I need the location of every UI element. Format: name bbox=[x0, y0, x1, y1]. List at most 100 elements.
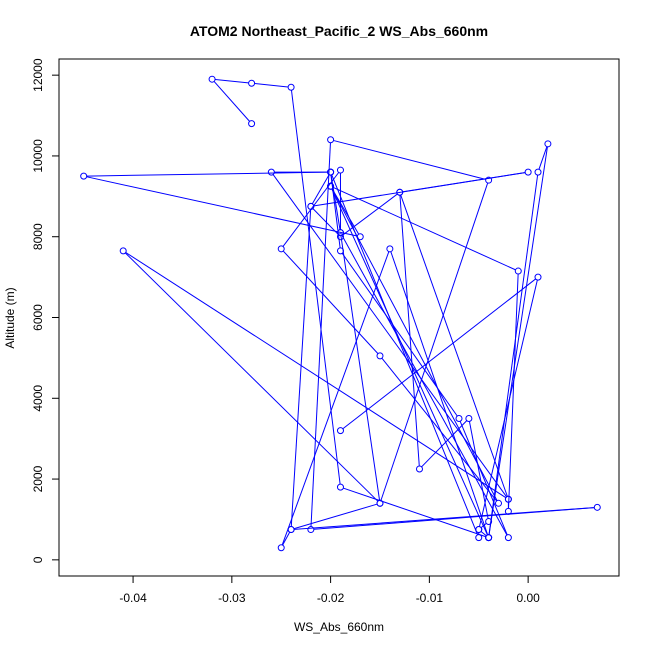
series-line-segment bbox=[400, 195, 508, 497]
series-line-segment bbox=[508, 274, 519, 509]
data-point bbox=[396, 188, 404, 196]
x-axis-label: WS_Abs_660nm bbox=[294, 620, 384, 634]
series-line-segment bbox=[312, 208, 339, 235]
data-point bbox=[514, 267, 522, 275]
series-line-segment bbox=[488, 175, 539, 535]
series-line-segment bbox=[281, 251, 390, 545]
data-point bbox=[277, 544, 285, 552]
series-line-segment bbox=[331, 188, 488, 535]
data-point bbox=[504, 507, 512, 515]
series-line-segment bbox=[125, 252, 506, 498]
series-line-segment bbox=[290, 209, 312, 527]
series-line-segment bbox=[333, 140, 486, 180]
data-point bbox=[248, 79, 256, 87]
series-line-segment bbox=[343, 487, 486, 538]
series-line-segment bbox=[294, 503, 378, 530]
x-tick-label: -0.02 bbox=[317, 591, 345, 605]
series-line-segment bbox=[272, 174, 507, 497]
data-point bbox=[327, 182, 335, 190]
y-tick-label: 6000 bbox=[31, 304, 45, 331]
series-line-segment bbox=[254, 83, 288, 88]
data-point bbox=[267, 168, 275, 176]
data-point bbox=[544, 140, 552, 148]
series-line-segment bbox=[459, 421, 508, 535]
data-point bbox=[336, 247, 344, 255]
data-point bbox=[593, 503, 601, 511]
data-point bbox=[208, 75, 216, 83]
data-point bbox=[455, 414, 463, 422]
series-line-segment bbox=[283, 250, 379, 354]
data-point bbox=[534, 168, 542, 176]
axis-layer: -0.04 -0.03 -0.02 -0.01 0.00 0 2000 4000 6000 800… bbox=[31, 58, 540, 605]
x-tick-label: 0.00 bbox=[516, 591, 540, 605]
y-tick-label: 8000 bbox=[31, 223, 45, 250]
data-point bbox=[248, 120, 256, 128]
data-point bbox=[386, 245, 394, 253]
series-line-segment bbox=[86, 176, 358, 237]
series-line-segment bbox=[215, 79, 249, 84]
series-line-segment bbox=[333, 187, 516, 271]
data-point bbox=[485, 534, 493, 542]
data-point bbox=[356, 233, 364, 241]
data-point bbox=[376, 499, 384, 507]
series-line-segment bbox=[538, 146, 548, 170]
series-line-segment bbox=[478, 280, 538, 527]
series-line-segment bbox=[402, 172, 526, 193]
series-line-segment bbox=[290, 90, 341, 485]
series-line-segment bbox=[331, 174, 479, 535]
data-point bbox=[336, 427, 344, 435]
series-line-segment bbox=[330, 175, 341, 248]
data-point bbox=[336, 483, 344, 491]
data-point bbox=[475, 534, 483, 542]
series-line-segment bbox=[488, 146, 548, 535]
series-line-segment bbox=[331, 188, 498, 501]
series-line-segment bbox=[282, 532, 291, 546]
series-line-segment bbox=[342, 193, 398, 236]
data-point bbox=[307, 526, 315, 534]
series-line-segment bbox=[310, 142, 331, 527]
data-point bbox=[307, 202, 315, 210]
data-point bbox=[287, 526, 295, 534]
data-point bbox=[327, 136, 335, 144]
x-tick-label: -0.01 bbox=[416, 591, 444, 605]
data-point bbox=[504, 534, 512, 542]
data-point bbox=[495, 499, 503, 507]
data-point bbox=[376, 352, 384, 360]
series-line-segment bbox=[86, 171, 328, 177]
data-point bbox=[415, 465, 423, 473]
data-point bbox=[504, 495, 512, 503]
y-tick-label: 10000 bbox=[31, 139, 45, 173]
y-tick-label: 12000 bbox=[31, 58, 45, 92]
y-axis-label: Altitude (m) bbox=[3, 287, 17, 348]
series-line-segment bbox=[314, 507, 595, 530]
data-point bbox=[287, 83, 295, 91]
data-point bbox=[119, 247, 127, 255]
series-line-segment bbox=[125, 252, 379, 502]
x-tick-label: -0.03 bbox=[218, 591, 246, 605]
series-line-segment bbox=[480, 531, 487, 536]
data-point bbox=[80, 172, 88, 180]
chart-title: ATOM2 Northeast_Pacific_2 WS_Abs_660nm bbox=[190, 23, 488, 39]
data-point bbox=[485, 176, 493, 184]
series-line-segment bbox=[341, 235, 508, 536]
series-line-segment bbox=[381, 358, 497, 502]
data-point bbox=[336, 166, 344, 174]
data-point bbox=[524, 168, 532, 176]
series-line-segment bbox=[340, 235, 381, 501]
series-layer bbox=[80, 75, 601, 552]
series-line-segment bbox=[331, 188, 360, 235]
data-point bbox=[327, 168, 335, 176]
y-tick-label: 0 bbox=[31, 556, 45, 563]
data-point bbox=[475, 526, 483, 534]
data-point bbox=[336, 229, 344, 237]
series-line-segment bbox=[342, 278, 536, 430]
series-line-segment bbox=[312, 174, 330, 204]
data-point bbox=[336, 233, 344, 241]
data-point bbox=[485, 517, 493, 525]
y-tick-label: 4000 bbox=[31, 385, 45, 412]
data-point bbox=[465, 414, 473, 422]
plot-frame bbox=[58, 58, 620, 577]
series-line-segment bbox=[380, 183, 489, 501]
